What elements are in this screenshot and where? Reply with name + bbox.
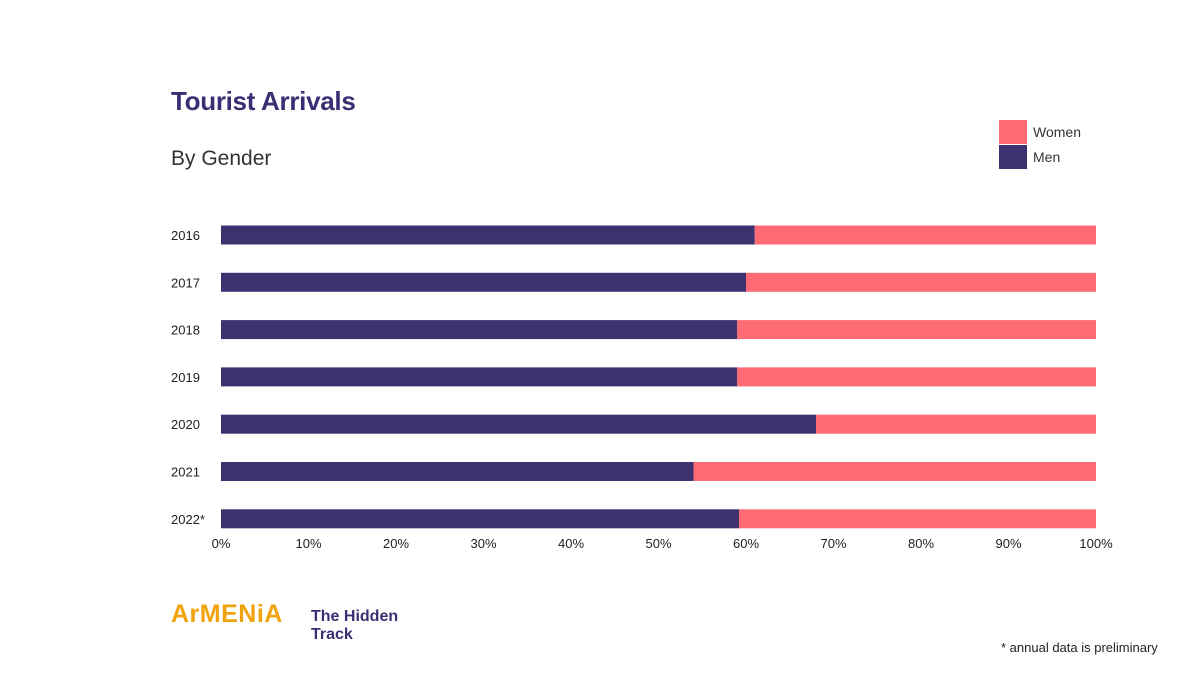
bar-women-2016	[754, 225, 1096, 245]
x-tick-label: 70%	[820, 536, 846, 551]
bar-men-2016	[221, 225, 755, 245]
chart-subtitle: By Gender	[171, 147, 272, 170]
bar-women-2022	[739, 509, 1096, 529]
brand-logo: ArMENiA	[171, 600, 283, 628]
y-tick-label: 2021	[171, 465, 200, 480]
y-tick-label: 2022*	[171, 512, 205, 527]
bar-men-2021	[221, 462, 694, 481]
bar-women-2021	[693, 462, 1096, 481]
x-tick-label: 30%	[470, 536, 496, 551]
legend-item-men: Men	[999, 145, 1081, 169]
chart-title: Tourist Arrivals	[171, 86, 356, 116]
x-tick-label: 10%	[295, 536, 321, 551]
bar-men-2017	[221, 272, 746, 292]
bar-women-2019	[737, 367, 1096, 387]
x-tick-label: 0%	[212, 536, 231, 551]
y-tick-label: 2019	[171, 370, 200, 385]
x-tick-label: 90%	[995, 536, 1021, 551]
legend-label-women: Women	[1033, 124, 1081, 140]
x-tick-label: 100%	[1079, 536, 1113, 551]
y-tick-label: 2017	[171, 275, 200, 290]
bar-men-2022	[221, 509, 739, 529]
y-tick-label: 2018	[171, 323, 200, 338]
bar-men-2019	[221, 367, 738, 387]
x-tick-label: 40%	[558, 536, 584, 551]
bar-men-2018	[221, 320, 738, 340]
brand-tagline: The Hidden Track	[311, 608, 399, 643]
bar-women-2017	[746, 272, 1096, 292]
footnote: * annual data is preliminary	[1001, 640, 1158, 655]
bar-men-2020	[221, 414, 816, 434]
legend-swatch-men	[999, 145, 1027, 169]
x-tick-label: 80%	[908, 536, 934, 551]
legend-label-men: Men	[1033, 149, 1061, 165]
legend-swatch-women	[999, 120, 1027, 144]
bar-women-2018	[737, 320, 1096, 340]
x-tick-label: 20%	[383, 536, 409, 551]
x-tick-label: 50%	[645, 536, 671, 551]
legend: Women Men	[999, 120, 1081, 170]
legend-item-women: Women	[999, 120, 1081, 144]
y-tick-label: 2016	[171, 228, 200, 243]
bar-women-2020	[816, 414, 1096, 434]
y-tick-label: 2020	[171, 417, 200, 432]
x-tick-label: 60%	[733, 536, 759, 551]
